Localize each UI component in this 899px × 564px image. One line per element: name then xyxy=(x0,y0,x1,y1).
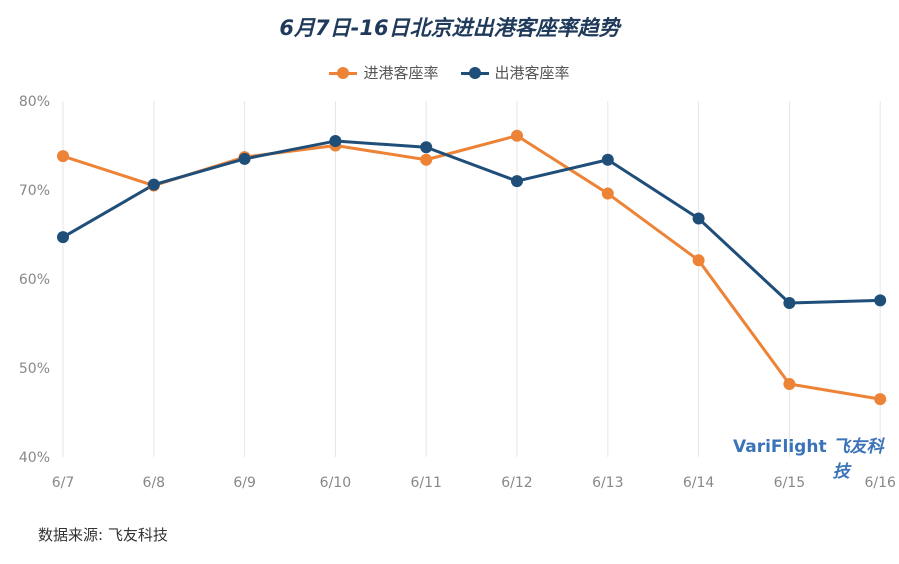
data-point-series-0 xyxy=(874,393,887,406)
data-point-series-0 xyxy=(783,378,796,391)
watermark-brand-en: VariFlight xyxy=(733,437,827,457)
y-tick-label: 80% xyxy=(19,94,50,110)
series-line-1 xyxy=(62,139,881,305)
data-point-series-0 xyxy=(692,254,705,267)
data-point-series-0 xyxy=(601,187,614,200)
data-point-series-1 xyxy=(57,231,69,244)
y-tick-label: 40% xyxy=(19,450,50,466)
data-point-series-1 xyxy=(238,152,251,165)
data-point-series-1 xyxy=(783,297,796,310)
x-tick-label: 6/9 xyxy=(233,475,256,491)
x-tick-label: 6/15 xyxy=(774,475,805,491)
data-point-series-0 xyxy=(57,150,69,163)
y-tick-label: 70% xyxy=(19,183,50,199)
legend-item-arrivals: 进港客座率 xyxy=(329,62,439,83)
y-tick-label: 60% xyxy=(19,272,50,288)
chart-title: 6月7日-16日北京进出港客座率趋势 xyxy=(279,16,620,40)
x-tick-label: 6/12 xyxy=(501,475,532,491)
data-source-note: 数据来源: 飞友科技 xyxy=(38,526,168,544)
data-point-series-1 xyxy=(420,141,433,154)
x-tick-label: 6/7 xyxy=(52,475,75,491)
legend-label-departures: 出港客座率 xyxy=(494,64,570,82)
x-tick-label: 6/14 xyxy=(683,475,715,491)
legend-swatch-arrivals xyxy=(329,66,358,79)
data-point-series-1 xyxy=(329,135,342,148)
watermark-logo: VariFlight 飞友科技 xyxy=(733,432,899,482)
data-point-series-1 xyxy=(874,294,887,307)
x-tick-label: 6/8 xyxy=(143,475,166,491)
data-point-series-1 xyxy=(601,153,614,166)
x-tick-label: 6/11 xyxy=(410,475,441,491)
data-point-series-1 xyxy=(511,175,523,188)
x-tick-label: 6/13 xyxy=(592,475,623,491)
x-tick-label: 6/10 xyxy=(320,475,351,491)
data-point-series-1 xyxy=(147,178,160,191)
watermark-brand-cn: 飞友科技 xyxy=(832,437,884,482)
data-point-series-0 xyxy=(420,153,433,166)
data-point-series-1 xyxy=(692,212,705,225)
x-tick-label: 6/16 xyxy=(864,475,896,491)
data-point-series-0 xyxy=(511,129,523,142)
legend: 进港客座率 出港客座率 xyxy=(0,62,899,83)
legend-item-departures: 出港客座率 xyxy=(460,62,570,83)
y-tick-label: 50% xyxy=(19,361,50,377)
legend-swatch-departures xyxy=(460,66,489,79)
legend-label-arrivals: 进港客座率 xyxy=(363,64,439,82)
